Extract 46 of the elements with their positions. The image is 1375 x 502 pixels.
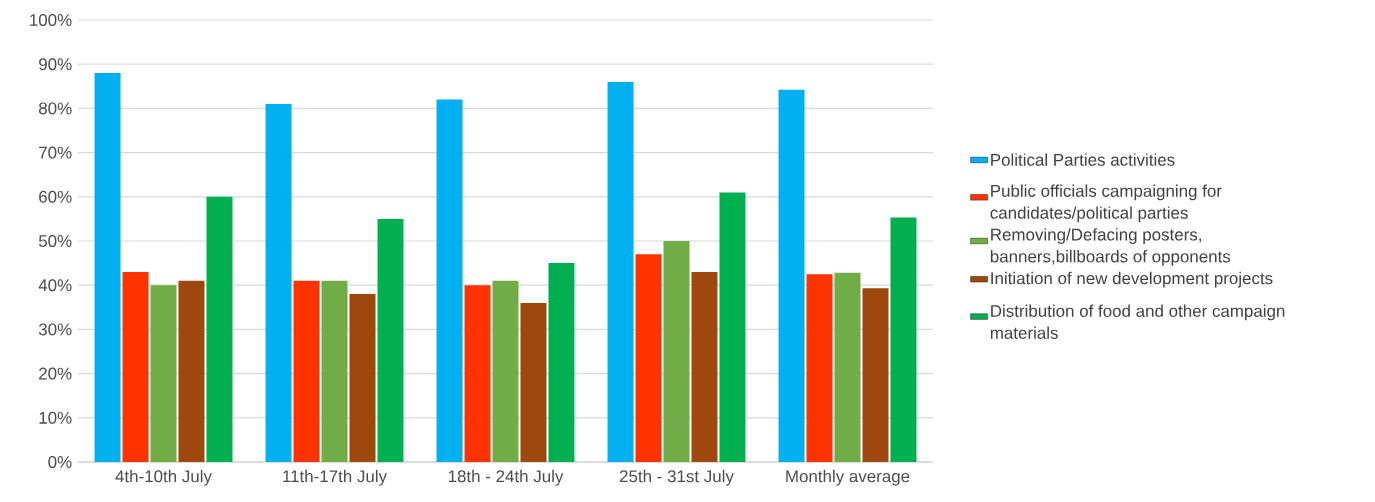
y-tick-label: 0% [48, 456, 72, 468]
x-tick-label: 18th - 24th July [448, 469, 564, 486]
bar [890, 217, 917, 462]
bar [607, 81, 634, 462]
bar [122, 271, 149, 462]
bar [206, 196, 233, 462]
bar [321, 280, 348, 462]
bar [691, 271, 718, 462]
x-tick-label: 11th-17th July [283, 469, 388, 486]
bar [150, 285, 177, 462]
bar [806, 274, 833, 462]
x-tick-label: 25th - 31st July [619, 469, 734, 486]
y-tick-label: 70% [39, 146, 72, 159]
bar [377, 218, 404, 462]
y-tick-label: 100% [30, 14, 72, 26]
bar [349, 294, 376, 462]
bar [436, 99, 463, 462]
y-tick-label: 80% [38, 102, 72, 115]
bar [862, 288, 889, 462]
bar [719, 192, 746, 462]
bar [635, 254, 662, 462]
bar [265, 103, 292, 462]
bar [778, 89, 805, 462]
bar [663, 241, 690, 462]
legend-label: Distribution of food and other campaign materials [990, 304, 1285, 339]
bar [492, 280, 519, 462]
legend-label: Political Parties activities [991, 153, 1175, 166]
y-tick-label: 90% [39, 58, 72, 71]
y-tick-label: 20% [39, 367, 72, 380]
y-tick-label: 30% [38, 323, 72, 336]
y-tick-label: 60% [39, 190, 72, 203]
x-tick-label: Monthly average [786, 469, 910, 486]
bar [834, 272, 861, 462]
bar [178, 280, 205, 462]
legend-label: Initiation of new development projects [991, 271, 1273, 288]
bar [94, 73, 121, 462]
bar [548, 263, 575, 462]
legend-label: Public officials campaigning for candidates/political parties [990, 184, 1222, 223]
bar [293, 280, 320, 462]
y-tick-label: 50% [38, 235, 72, 247]
bar [520, 302, 547, 462]
y-tick-label: 40% [38, 279, 72, 292]
x-tick-label: 4th-10th July [115, 469, 212, 486]
legend-label: Removing/Defacing posters, banners,billboards of opponents [990, 228, 1231, 266]
bar [464, 285, 491, 462]
y-tick-label: 10% [39, 411, 72, 424]
